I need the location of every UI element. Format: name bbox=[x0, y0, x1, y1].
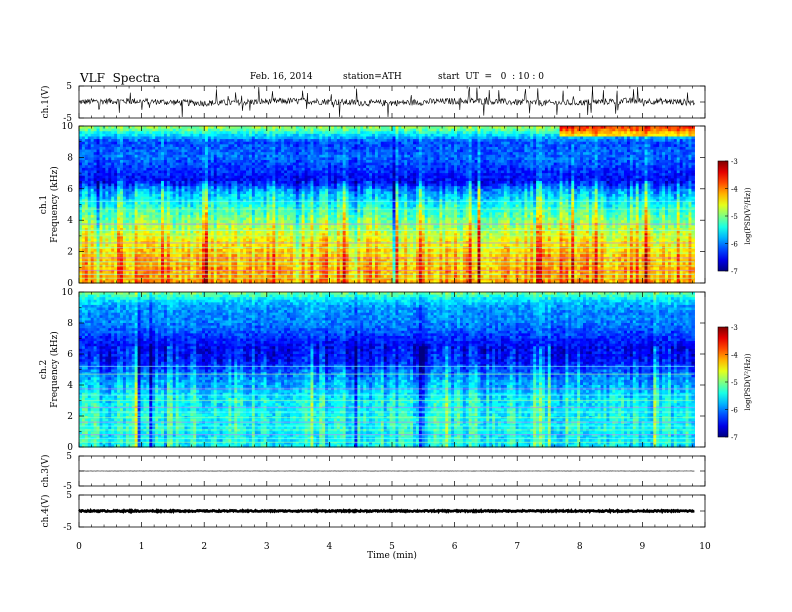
x-axis-label: Time (min) bbox=[367, 550, 417, 561]
x-tick-label: 1 bbox=[139, 542, 145, 552]
station-label: station=ATH bbox=[343, 72, 402, 82]
x-tick-label: 5 bbox=[389, 542, 395, 552]
ch1-spectrogram-narrowband-line bbox=[79, 208, 695, 210]
x-tick-label: 2 bbox=[201, 542, 207, 552]
ch2-spectrogram-narrowband-line bbox=[79, 429, 695, 431]
ch1-spectrogram-heatmap bbox=[79, 126, 695, 284]
ch1-spectrogram-ylabel-line2: Frequency (kHz) bbox=[49, 166, 60, 243]
ch1-waveform-ytick-label: -5 bbox=[63, 114, 72, 124]
ch2-spectrogram-narrowband-line bbox=[79, 421, 695, 423]
ch1-spectrogram-ytick-label: 10 bbox=[62, 122, 74, 132]
x-tick-label: 4 bbox=[327, 542, 333, 552]
ch2-spectrogram-narrowband-line bbox=[79, 388, 695, 390]
ch2-spectrogram-colorbar-tick-label: -4 bbox=[731, 352, 738, 360]
ch2-spectrogram-heatmap bbox=[79, 292, 695, 448]
ch2-spectrogram-ytick-label: 6 bbox=[67, 350, 73, 360]
ch1-spectrogram-ylabel-line1: ch.1 bbox=[39, 195, 49, 214]
ch1-spectrogram-colorbar-label: log(PSD(V²/Hz)) bbox=[744, 187, 752, 244]
ch2-spectrogram-narrowband-line bbox=[79, 406, 695, 409]
ch4-waveform-ytick-label: 5 bbox=[66, 491, 72, 501]
ch1-spectrogram-narrowband-line bbox=[79, 235, 695, 237]
start-time-label: start UT = 0 : 10 : 0 bbox=[438, 72, 544, 82]
ch2-spectrogram-colorbar-tick-label: -6 bbox=[731, 407, 738, 415]
x-tick-label: 10 bbox=[699, 542, 711, 552]
ch4-waveform-trace bbox=[78, 507, 695, 515]
ch1-waveform-trace bbox=[78, 86, 695, 118]
ch2-spectrogram-colorbar-tick-label: -7 bbox=[731, 434, 738, 442]
ch2-spectrogram-narrowband-line bbox=[79, 394, 695, 396]
x-tick-label: 3 bbox=[264, 542, 270, 552]
ch2-spectrogram-narrowband-line bbox=[79, 441, 695, 443]
ch2-spectrogram-narrowband-line bbox=[79, 411, 695, 413]
ch2-spectrogram-ytick-label: 0 bbox=[67, 443, 73, 453]
ch2-spectrogram-narrowband-line bbox=[79, 399, 695, 402]
ch1-spectrogram-ytick-label: 8 bbox=[67, 153, 73, 163]
ch4-waveform-ytick-label: -5 bbox=[63, 523, 72, 533]
ch1-spectrogram-narrowband-line bbox=[79, 223, 695, 225]
ch2-spectrogram-narrowband-line bbox=[79, 437, 695, 440]
x-tick-label: 8 bbox=[577, 542, 583, 552]
ch1-spectrogram-narrowband-line bbox=[79, 269, 695, 272]
x-tick-label: 0 bbox=[76, 542, 82, 552]
ch1-spectrogram-narrowband-line bbox=[79, 252, 695, 254]
ch2-spectrogram-ylabel-line1: ch.2 bbox=[39, 360, 49, 379]
ch2-spectrogram-ylabel-line2: Frequency (kHz) bbox=[49, 331, 60, 408]
ch1-spectrogram-narrowband-line bbox=[79, 277, 695, 279]
ch2-spectrogram-narrowband-line bbox=[79, 416, 695, 419]
ch1-spectrogram-narrowband-line bbox=[79, 247, 695, 249]
ch3-waveform-ytick-label: -5 bbox=[63, 482, 72, 492]
ch2-spectrogram-colorbar-label: log(PSD(V²/Hz)) bbox=[744, 353, 752, 410]
ch2-spectrogram-ytick-label: 4 bbox=[67, 381, 73, 391]
ch1-spectrogram-narrowband-line bbox=[79, 273, 695, 275]
ch1-spectrogram-narrowband-line bbox=[79, 229, 695, 232]
chart-title: VLF Spectra bbox=[80, 71, 160, 85]
ch2-spectrogram-narrowband-line bbox=[79, 425, 695, 427]
ch1-spectrogram-narrowband-line bbox=[79, 242, 695, 244]
ch2-spectrogram-ytick-label: 8 bbox=[67, 319, 73, 329]
ch4-waveform-ylabel: ch.4(V) bbox=[40, 495, 51, 528]
ch1-spectrogram-narrowband-line bbox=[79, 261, 695, 263]
x-tick-label: 6 bbox=[452, 542, 458, 552]
ch2-spectrogram-narrowband-line bbox=[79, 373, 695, 375]
ch1-spectrogram-ytick-label: 6 bbox=[67, 185, 73, 195]
ch1-spectrogram-colorbar-tick-label: -7 bbox=[731, 268, 738, 276]
ch2-spectrogram-colorbar-tick-label: -3 bbox=[731, 324, 738, 332]
ch1-waveform-ytick-label: 5 bbox=[66, 82, 72, 92]
ch2-spectrogram-ytick-label: 2 bbox=[67, 412, 73, 422]
ch2-spectrogram-colorbar-tick-label: -5 bbox=[731, 379, 738, 387]
ch1-spectrogram-colorbar-tick-label: -4 bbox=[731, 186, 738, 194]
ch3-waveform-ytick-label: 5 bbox=[66, 452, 72, 462]
ch2-spectrogram-ytick-label: 10 bbox=[62, 288, 74, 298]
ch1-spectrogram-narrowband-line bbox=[79, 265, 695, 267]
ch1-spectrogram-ytick-label: 0 bbox=[67, 279, 73, 289]
ch1-spectrogram-narrowband-line bbox=[79, 200, 695, 202]
ch3-waveform-ylabel: ch.3(V) bbox=[40, 455, 51, 488]
ch1-spectrogram-colorbar-tick-label: -3 bbox=[731, 158, 738, 166]
ch1-waveform-ylabel: ch.1(V) bbox=[40, 86, 51, 119]
x-tick-label: 7 bbox=[514, 542, 520, 552]
ch1-spectrogram-ytick-label: 2 bbox=[67, 248, 73, 258]
x-tick-label: 9 bbox=[640, 542, 646, 552]
ch2-spectrogram-narrowband-line bbox=[79, 434, 695, 436]
ch1-spectrogram-narrowband-line bbox=[79, 257, 695, 259]
date-label: Feb. 16, 2014 bbox=[250, 72, 313, 82]
ch2-spectrogram-narrowband-line bbox=[79, 365, 695, 367]
ch1-spectrogram-ytick-label: 4 bbox=[67, 216, 73, 226]
ch1-spectrogram-colorbar-tick-label: -6 bbox=[731, 241, 738, 249]
ch1-spectrogram-colorbar-tick-label: -5 bbox=[731, 213, 738, 221]
